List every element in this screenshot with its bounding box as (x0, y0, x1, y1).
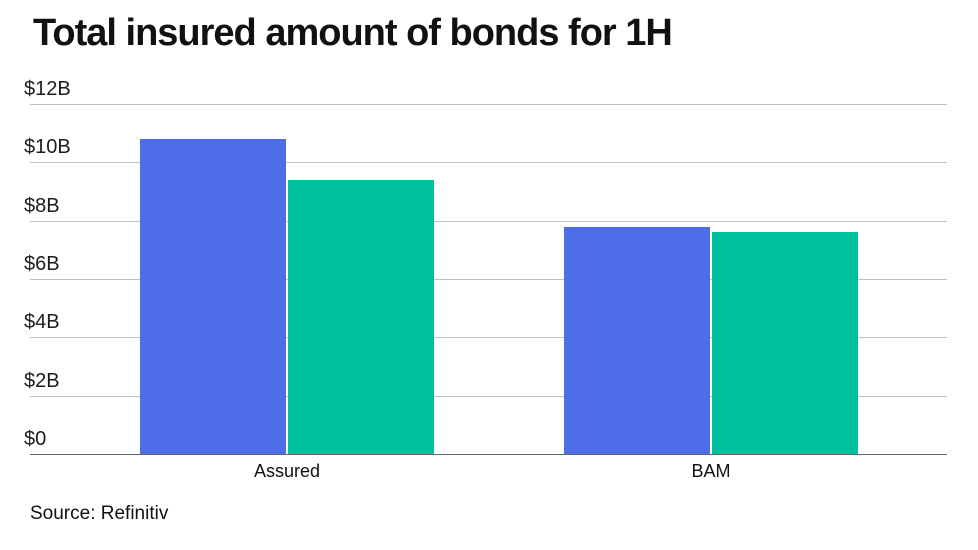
bar-bam-green (712, 232, 858, 454)
gridline (30, 220, 947, 222)
x-axis-baseline (30, 454, 947, 455)
gridline (30, 337, 947, 339)
gridline (30, 279, 947, 280)
y-tick-label: $8B (24, 194, 60, 217)
bar-chart-plot: $12B $10B $8B $6B $4B $2B $0 Assured BAM (24, 79, 947, 481)
y-tick-label: $4B (24, 311, 60, 334)
gridline (30, 395, 947, 397)
y-tick-label: $12B (24, 78, 71, 100)
y-tick-label: $6B (24, 253, 60, 275)
bar-assured-blue (140, 139, 286, 454)
bar-assured-green (288, 179, 434, 454)
x-category-label: BAM (691, 461, 731, 481)
y-tick-label: $2B (24, 369, 60, 392)
chart-title: Total insured amount of bonds for 1H (33, 12, 673, 54)
bar-bam-blue (564, 226, 710, 454)
gridline (30, 162, 947, 164)
gridline (30, 104, 947, 105)
y-tick-label: $0 (24, 428, 47, 450)
y-tick-label: $10B (24, 136, 71, 159)
source-note: Source: Refinitiv (30, 503, 169, 524)
x-category-label: Assured (253, 461, 321, 481)
